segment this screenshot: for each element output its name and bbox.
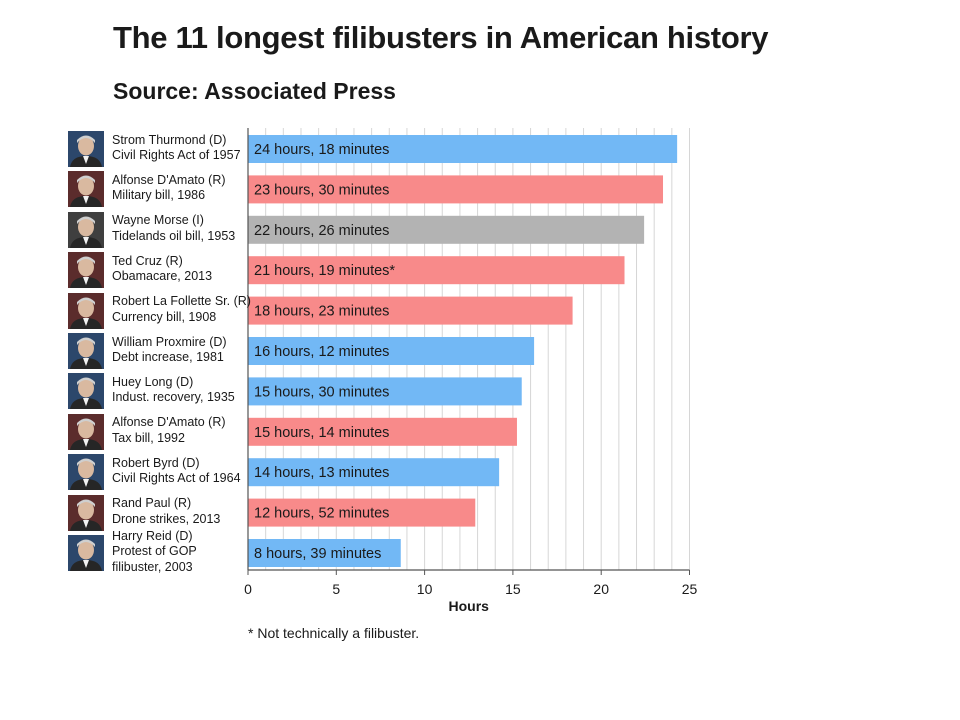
chart-subtitle: Source: Associated Press xyxy=(113,78,396,104)
filibuster-topic: Protest of GOP xyxy=(112,544,197,559)
senator-name: William Proxmire (D) xyxy=(112,334,227,349)
bar-label: 12 hours, 52 minutes xyxy=(254,506,389,522)
bar xyxy=(248,135,678,163)
filibuster-topic: Civil Rights Act of 1964 xyxy=(112,471,241,486)
filibuster-topic: Currency bill, 1908 xyxy=(112,309,217,324)
filibuster-topic: Civil Rights Act of 1957 xyxy=(112,148,241,162)
bar xyxy=(248,215,645,244)
row-label: Wayne Morse (I) Tidelands oil bill, 1953 xyxy=(112,213,235,244)
bar xyxy=(248,296,573,325)
bar xyxy=(248,175,664,204)
senator-name: Alfonse D'Amato (R) xyxy=(112,172,226,187)
row-label: Robert Byrd (D) Civil Rights Act of 1964 xyxy=(112,456,241,487)
portrait-photo xyxy=(68,171,104,208)
senator-name: Strom Thurmond (D) xyxy=(112,132,227,147)
row-label: Strom Thurmond (D) Civil Rights Act of 19… xyxy=(112,133,241,164)
bar xyxy=(248,377,522,406)
portrait-photo xyxy=(68,211,104,248)
x-tick-label: 0 xyxy=(244,581,252,597)
filibuster-topic-continued: filibuster, 2003 xyxy=(112,559,193,574)
filibuster-topic: Tidelands oil bill, 1953 xyxy=(112,228,236,243)
bar-label: 15 hours, 14 minutes xyxy=(254,425,389,441)
senator-name: Huey Long (D) xyxy=(112,374,194,389)
bar xyxy=(248,256,625,285)
footnote: * Not technically a filibuster. xyxy=(248,625,420,641)
bar xyxy=(248,337,535,365)
bar xyxy=(248,498,476,527)
x-tick-label: 5 xyxy=(332,581,340,597)
portrait-photo xyxy=(68,413,104,450)
senator-name: Wayne Morse (I) xyxy=(112,213,204,228)
filibuster-topic: Tax bill, 1992 xyxy=(112,430,185,445)
chart-title: The 11 longest filibusters in American h… xyxy=(113,20,769,55)
filibuster-topic: Military bill, 1986 xyxy=(112,188,206,203)
bar xyxy=(248,458,500,487)
x-tick-label: 20 xyxy=(593,581,609,597)
portrait-photo xyxy=(68,494,104,531)
row-label: Rand Paul (R) Drone strikes, 2013 xyxy=(112,496,220,527)
bar-label: 23 hours, 30 minutes xyxy=(254,182,389,198)
bar xyxy=(248,539,401,567)
senator-name: Ted Cruz (R) xyxy=(112,253,183,268)
senator-name: Robert La Follette Sr. (R) xyxy=(112,294,251,309)
bar-label: 16 hours, 12 minutes xyxy=(254,344,389,360)
portrait-photo xyxy=(68,292,104,329)
bar-label: 18 hours, 23 minutes xyxy=(254,304,389,320)
bar xyxy=(248,417,517,446)
senator-name: Alfonse D'Amato (R) xyxy=(112,415,226,430)
x-tick-label: 10 xyxy=(417,581,433,597)
senator-name: Rand Paul (R) xyxy=(112,496,192,511)
row-label: Alfonse D'Amato (R) Military bill, 1986 xyxy=(112,173,226,204)
x-tick-label: 25 xyxy=(682,581,698,597)
portrait-photo xyxy=(68,252,104,289)
bar-label: 14 hours, 13 minutes xyxy=(254,465,389,481)
bar-label: 21 hours, 19 minutes* xyxy=(254,263,395,279)
row-label: Harry Reid (D) Protest of GOP filibuster, … xyxy=(112,529,197,576)
filibuster-topic: Indust. recovery, 1935 xyxy=(112,390,235,405)
row-label: Robert La Follette Sr. (R) Currency bill,… xyxy=(112,294,251,325)
portrait-photo xyxy=(68,373,104,410)
x-tick-label: 15 xyxy=(505,581,521,597)
senator-name: Robert Byrd (D) xyxy=(112,455,200,470)
row-label: William Proxmire (D) Debt increase, 1981 xyxy=(112,335,227,366)
bar-label: 22 hours, 26 minutes xyxy=(254,223,389,239)
row-label: Alfonse D'Amato (R) Tax bill, 1992 xyxy=(112,415,226,446)
row-label: Ted Cruz (R) Obamacare, 2013 xyxy=(112,254,212,285)
senator-name: Harry Reid (D) xyxy=(112,528,193,543)
x-axis-label: Hours xyxy=(449,598,490,614)
bar-label: 15 hours, 30 minutes xyxy=(254,384,389,400)
filibuster-topic: Drone strikes, 2013 xyxy=(112,511,221,526)
portrait-photo xyxy=(68,535,104,571)
portrait-photo xyxy=(68,131,104,167)
bar-label: 8 hours, 39 minutes xyxy=(254,546,381,562)
bar-label: 24 hours, 18 minutes xyxy=(254,142,389,158)
portrait-photo xyxy=(68,454,104,491)
portrait-photo xyxy=(68,333,104,369)
filibuster-topic: Obamacare, 2013 xyxy=(112,269,213,284)
row-label: Huey Long (D) Indust. recovery, 1935 xyxy=(112,375,235,406)
filibuster-topic: Debt increase, 1981 xyxy=(112,350,224,364)
